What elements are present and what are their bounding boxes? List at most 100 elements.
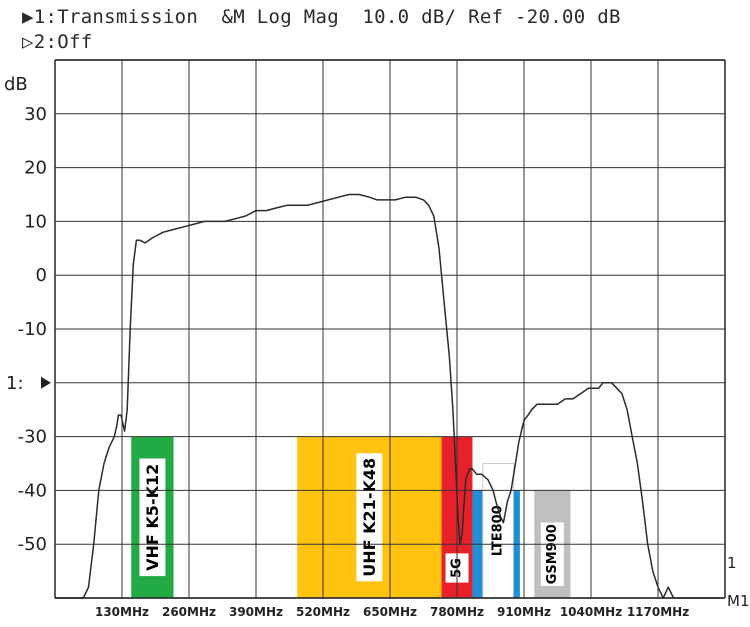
trace-point <box>173 229 174 230</box>
trace-point <box>358 194 360 195</box>
trace-point <box>465 479 467 481</box>
y-tick-label: -50 <box>18 534 47 555</box>
trace-point <box>688 597 690 599</box>
trace-point <box>662 597 664 599</box>
band-label-bg-6 <box>540 522 564 586</box>
ref-level-marker-icon <box>41 376 51 389</box>
trace-point <box>117 414 119 416</box>
x-tick-label: 910MHz <box>497 605 551 619</box>
trace-point <box>626 409 628 411</box>
trace-point <box>183 226 185 228</box>
trace-point <box>698 597 700 599</box>
trace-point <box>500 516 502 518</box>
trace-point <box>136 239 137 241</box>
trace-point <box>415 196 417 198</box>
trace-point <box>678 597 680 599</box>
y-tick-label: 20 <box>24 158 47 179</box>
band-label-bg-4 <box>486 499 510 563</box>
trace-point <box>162 231 164 233</box>
trace-point <box>463 500 465 502</box>
y-tick-label: -30 <box>18 427 47 448</box>
trace-point <box>469 468 471 470</box>
trace-point <box>129 328 131 330</box>
trace-point <box>132 264 134 265</box>
y-tick-label: 0 <box>36 265 47 286</box>
trace-point <box>657 586 659 588</box>
trace-point <box>496 506 498 507</box>
trace-point <box>152 237 154 238</box>
trace-point <box>683 597 685 599</box>
trace-point <box>580 393 582 394</box>
trace-point <box>472 468 473 470</box>
trace-point <box>531 409 533 411</box>
trace-line-0 <box>55 193 720 599</box>
x-tick-label: 390MHz <box>229 605 283 619</box>
y-tick-label: -10 <box>18 319 47 340</box>
trace-point <box>88 586 89 588</box>
trace-point <box>72 597 74 599</box>
trace-point <box>204 221 205 222</box>
trace-point <box>652 570 654 572</box>
trace-point <box>557 403 558 405</box>
trace-point <box>507 500 508 502</box>
trace-point <box>461 533 463 534</box>
trace-point <box>636 463 638 464</box>
trace-point <box>423 199 424 201</box>
band-label-bg-0 <box>139 458 166 577</box>
trace-point <box>126 409 128 411</box>
trace-point <box>384 199 386 201</box>
marker-m1-label: M1 <box>727 592 750 610</box>
band-label-1: UHF K21-K48 <box>360 458 379 577</box>
trace-point <box>443 301 445 303</box>
trace-point <box>286 204 288 206</box>
trace-point <box>455 463 456 464</box>
trace-point <box>673 597 674 599</box>
y-axis-unit-label: dB <box>4 74 28 95</box>
trace-point <box>527 414 529 416</box>
trace-point <box>116 425 118 427</box>
trace-point <box>327 199 329 201</box>
trace-point <box>521 430 522 432</box>
y-tick-label: 1: <box>6 373 24 394</box>
trace2-status-line: ▷2:Off <box>22 31 93 53</box>
trace-point <box>394 199 396 201</box>
trace-point <box>113 436 115 437</box>
trace-point <box>714 597 716 599</box>
trace-point <box>541 403 543 405</box>
trace-point <box>338 196 339 198</box>
trace-point <box>452 409 454 411</box>
trace-point <box>307 204 308 206</box>
x-tick-label: 650MHz <box>363 605 417 619</box>
trace-point <box>602 382 604 384</box>
trace-point <box>510 490 512 491</box>
trace-point <box>693 597 695 599</box>
y-tick-label: -40 <box>18 480 47 501</box>
trace-point <box>616 387 618 389</box>
x-tick-label: 780MHz <box>430 605 484 619</box>
trace-point <box>224 221 226 222</box>
trace-point <box>487 479 489 481</box>
trace-point <box>376 199 378 201</box>
axis-labels: dB 30 20 10 0 -10 1: -30 -40 -50 130MHz 260MHz 390M… <box>4 74 750 619</box>
trace-point <box>93 543 95 545</box>
trace-point <box>62 597 64 599</box>
trace-point <box>611 382 613 384</box>
trace-point <box>108 446 110 448</box>
trace-point <box>564 398 566 400</box>
trace-point <box>466 473 468 475</box>
trace-point <box>214 221 216 222</box>
trace-point <box>523 420 525 421</box>
trace-point <box>448 355 450 357</box>
trace-point <box>709 597 710 599</box>
trace-point <box>255 210 257 212</box>
trace-point <box>54 597 56 599</box>
trace-point <box>606 382 607 384</box>
trace1-status-line: ▶1:Transmission &M Log Mag 10.0 dB/ Ref … <box>22 6 621 28</box>
trace-point <box>518 441 520 443</box>
y-tick-label: 10 <box>24 211 47 232</box>
trace-point <box>459 543 461 545</box>
trace-point <box>549 403 551 405</box>
trace-point <box>276 207 278 209</box>
trace-point <box>124 430 125 432</box>
